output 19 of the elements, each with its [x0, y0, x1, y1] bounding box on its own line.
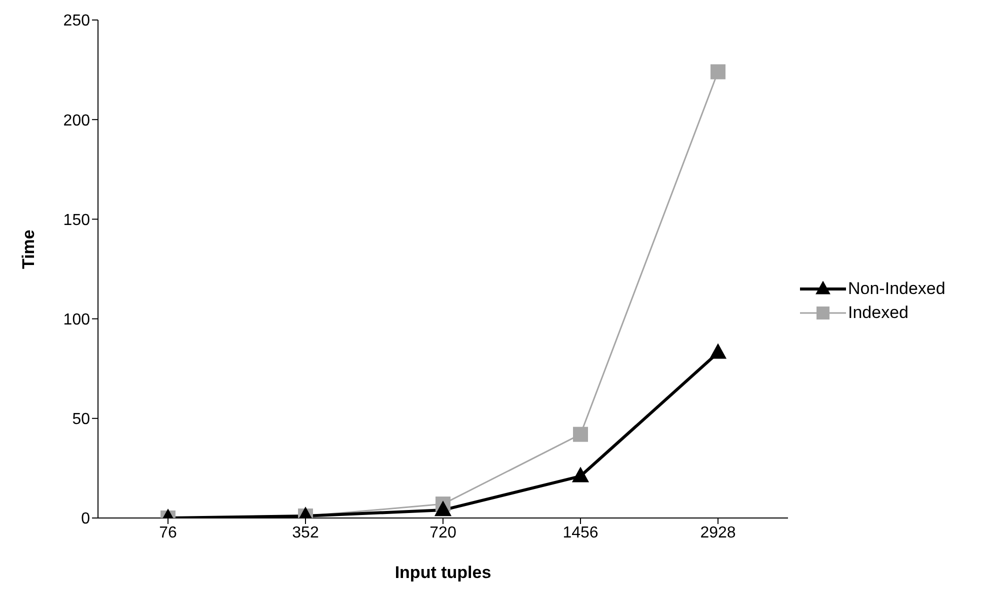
- y-axis-title: Time: [19, 230, 38, 269]
- x-tick-label: 352: [292, 524, 319, 542]
- legend-label: Indexed: [848, 303, 908, 323]
- x-tick-label: 76: [159, 524, 177, 542]
- y-tick-label: 50: [72, 411, 90, 428]
- y-tick-label: 150: [63, 212, 90, 229]
- x-axis-title: Input tuples: [394, 563, 492, 582]
- legend-label: Non-Indexed: [848, 279, 946, 299]
- point: [434, 501, 452, 516]
- x-tick-label: 2928: [700, 524, 736, 542]
- point: [710, 344, 726, 359]
- point: [572, 467, 589, 482]
- y-tick-label: 250: [63, 12, 90, 30]
- x-tick-label: 720: [430, 524, 456, 542]
- y-tick-label: 100: [63, 311, 90, 328]
- point: [710, 64, 726, 80]
- y-tick-label: 200: [63, 112, 90, 130]
- y-tick-label: 0: [81, 510, 90, 528]
- x-tick-label: 1456: [562, 524, 598, 542]
